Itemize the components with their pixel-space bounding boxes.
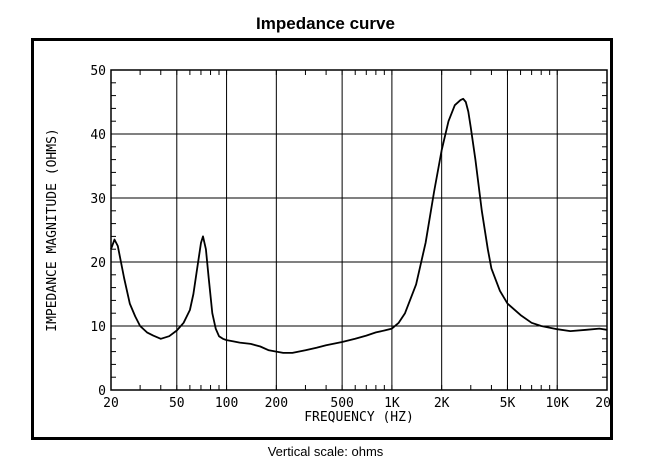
y-tick-label: 0	[98, 384, 106, 399]
y-tick-label: 10	[90, 320, 106, 335]
y-axis-label: IMPEDANCE MAGNITUDE (OHMS)	[45, 128, 60, 332]
x-tick-label: 200	[265, 396, 288, 411]
chart-frame: 20 50 100 200 500 1K 2K 5K 10K 20K 0 10 20 30 40 50 FR…	[31, 38, 613, 440]
y-tick-label: 30	[90, 192, 106, 207]
x-tick-label: 20K	[595, 396, 610, 411]
x-tick-label: 100	[215, 396, 238, 411]
y-tick-label: 50	[90, 64, 106, 79]
y-tick-label: 20	[90, 256, 106, 271]
minor-tick-marks	[110, 69, 608, 391]
grid-lines	[110, 69, 608, 391]
impedance-curve	[110, 97, 608, 354]
plot-area-border	[110, 69, 608, 391]
x-tick-label: 20	[103, 396, 119, 411]
x-tick-label: 500	[330, 396, 353, 411]
impedance-chart: 20 50 100 200 500 1K 2K 5K 10K 20K 0 10 20 30 40 50 FR…	[45, 64, 610, 425]
chart-caption: Vertical scale: ohms	[267, 444, 384, 459]
y-tick-labels: 0 10 20 30 40 50	[90, 64, 106, 399]
x-tick-label: 50	[169, 396, 185, 411]
x-axis-label: FREQUENCY (HZ)	[304, 410, 414, 425]
x-tick-label: 2K	[434, 396, 450, 411]
x-tick-label: 5K	[500, 396, 516, 411]
x-tick-label: 10K	[545, 396, 569, 411]
x-tick-labels: 20 50 100 200 500 1K 2K 5K 10K 20K	[103, 396, 610, 411]
chart-title: Impedance curve	[256, 14, 395, 33]
y-tick-label: 40	[90, 128, 106, 143]
x-tick-label: 1K	[384, 396, 400, 411]
